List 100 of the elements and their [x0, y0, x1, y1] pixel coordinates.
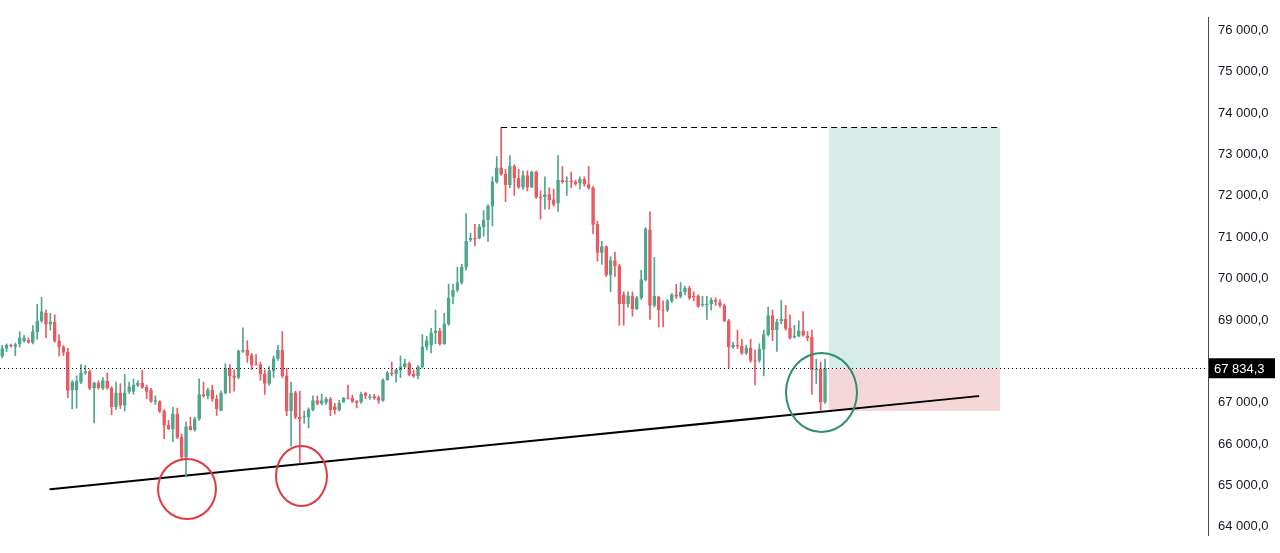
- candlestick: [538, 190, 543, 220]
- candlestick: [796, 320, 801, 338]
- candlestick: [315, 395, 320, 406]
- candlestick: [617, 263, 622, 326]
- y-tick-label: 75 000,0: [1218, 63, 1269, 79]
- candlestick: [683, 285, 687, 296]
- candlestick: [87, 369, 92, 391]
- candlestick: [529, 170, 534, 189]
- candlestick: [114, 381, 118, 410]
- candlestick: [635, 296, 639, 310]
- candlestick: [670, 292, 674, 303]
- candlestick: [0, 345, 5, 358]
- y-tick-label: 76 000,0: [1218, 21, 1269, 37]
- candlestick: [556, 155, 560, 212]
- candlestick: [543, 176, 547, 210]
- candlestick: [761, 329, 766, 377]
- ref-line-label: 67 834,3: [1214, 360, 1265, 376]
- candlestick: [140, 369, 145, 389]
- candlestick: [442, 312, 447, 345]
- candlestick: [534, 170, 538, 199]
- candlestick: [726, 319, 731, 369]
- candlestick: [718, 299, 722, 308]
- candlestick: [582, 176, 587, 187]
- y-tick-label: 72 000,0: [1218, 187, 1269, 203]
- candlestick: [184, 421, 188, 478]
- candlestick: [512, 164, 517, 196]
- candlestick: [162, 409, 166, 440]
- candlestick: [473, 224, 477, 247]
- candlestick: [197, 378, 201, 421]
- candlestick: [284, 367, 289, 416]
- candlestick: [232, 369, 236, 392]
- candlestick: [521, 170, 525, 190]
- candlestick: [26, 337, 31, 344]
- y-tick-label: 64 000,0: [1218, 518, 1269, 534]
- candlestick: [66, 347, 70, 398]
- candlestick: [319, 393, 324, 406]
- candlestick: [700, 296, 705, 307]
- candlestick: [219, 390, 223, 412]
- candlestick: [52, 314, 57, 343]
- candlestick: [359, 391, 363, 404]
- candlestick: [22, 334, 26, 343]
- candlestick: [775, 319, 779, 352]
- candlestick: [31, 325, 35, 345]
- candlestick: [508, 155, 512, 189]
- candlestick: [175, 407, 180, 440]
- candlestick: [810, 329, 814, 395]
- candlestick: [591, 185, 595, 234]
- candlestick: [477, 224, 482, 240]
- y-tick-label: 71 000,0: [1218, 228, 1269, 244]
- candlestick: [101, 377, 105, 391]
- candlestick: [424, 335, 429, 351]
- candlestick: [363, 391, 368, 400]
- candlestick: [79, 364, 83, 385]
- candlestick: [709, 297, 714, 311]
- candlestick: [814, 358, 819, 384]
- candlestick: [648, 211, 652, 320]
- candlestick: [245, 340, 250, 363]
- candlestick: [227, 364, 232, 394]
- candlestick: [599, 240, 604, 265]
- candlestick: [564, 176, 569, 196]
- candlestick: [403, 358, 407, 368]
- candlestick: [289, 381, 293, 447]
- candlestick: [241, 327, 245, 353]
- candlestick: [337, 400, 342, 412]
- candlestick: [210, 384, 215, 402]
- y-tick-label: 67 000,0: [1218, 394, 1269, 410]
- y-tick-label: 74 000,0: [1218, 104, 1269, 120]
- candlestick: [459, 263, 464, 285]
- candlestick: [389, 361, 394, 377]
- candlestick: [766, 306, 770, 337]
- candlestick: [705, 296, 709, 320]
- y-tick-label: 70 000,0: [1218, 270, 1269, 286]
- candlestick: [262, 369, 267, 395]
- candlestick: [438, 328, 442, 346]
- candlestick: [407, 361, 412, 377]
- candlestick: [788, 314, 792, 340]
- candlestick: [578, 176, 582, 190]
- candlestick: [157, 400, 162, 414]
- candlestick: [276, 344, 280, 361]
- candlestick: [805, 331, 810, 341]
- candlestick: [35, 303, 40, 340]
- candlestick: [105, 372, 110, 390]
- candlestick: [333, 403, 337, 415]
- candlestick: [735, 329, 740, 349]
- candlestick: [394, 368, 398, 383]
- candlestick: [801, 311, 805, 337]
- y-tick-label: 66 000,0: [1218, 435, 1269, 451]
- candlestick: [639, 269, 644, 300]
- candlestick: [280, 331, 285, 378]
- y-tick-label: 73 000,0: [1218, 145, 1269, 161]
- candlestick: [122, 374, 127, 412]
- candlestick: [494, 156, 499, 184]
- candlestick: [656, 296, 661, 328]
- candlestick: [192, 416, 197, 432]
- candlestick: [17, 331, 22, 348]
- candlestick: [499, 127, 503, 176]
- candlestick: [9, 343, 13, 348]
- candlestick: [604, 245, 609, 277]
- candlestick: [823, 358, 827, 404]
- candlestick: [171, 406, 175, 443]
